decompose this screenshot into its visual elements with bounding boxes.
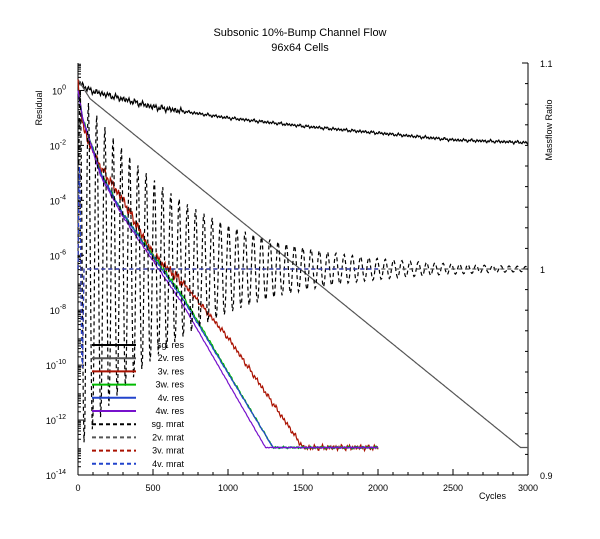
legend-label: 4v. mrat — [152, 459, 184, 469]
y2-axis-title: Massflow Ratio — [544, 99, 554, 160]
legend-label: 2v. res — [158, 353, 185, 363]
series-line-2v-res — [77, 79, 528, 449]
x-tick-label: 1000 — [218, 483, 238, 493]
y-tick-label: 100 — [52, 84, 66, 96]
x-tick-label: 2500 — [443, 483, 463, 493]
y-tick-label: 10-4 — [50, 194, 66, 206]
y-tick-label: 10-2 — [50, 139, 66, 151]
y-axis-title: Residual — [34, 90, 44, 125]
x-tick-label: 500 — [145, 483, 160, 493]
y-tick-label: 10-12 — [46, 414, 66, 426]
legend-label: 3v. mrat — [152, 446, 184, 456]
legend-label: 4v. res — [158, 393, 185, 403]
x-axis-title: Cycles — [479, 491, 507, 501]
legend-label: 3v. res — [158, 366, 185, 376]
plot-area: 0 500 1000 1500 2000 2500 3000 10-14 10-12 10-10 1… — [46, 59, 553, 493]
legend-label: 3w. res — [155, 380, 184, 390]
legend-label: 2v. mrat — [152, 432, 184, 442]
chart-title: Subsonic 10%-Bump Channel Flow — [213, 27, 386, 39]
legend-label: sg. res — [157, 340, 185, 350]
y2-tick-label: 1.1 — [540, 59, 553, 69]
x-tick-label: 1500 — [293, 483, 313, 493]
y-tick-label: 10-10 — [46, 359, 66, 371]
y-tick-label: 10-6 — [50, 249, 66, 261]
x-tick-label: 3000 — [518, 483, 538, 493]
y2-tick-label: 1 — [540, 265, 545, 275]
legend-label: sg. mrat — [151, 419, 184, 429]
series-line-sg-mrat — [77, 89, 529, 443]
series-line-sg-res — [77, 80, 529, 146]
legend-label: 4w. res — [155, 406, 184, 416]
y-tick-label: 10-8 — [50, 304, 66, 316]
y-tick-label: 10-14 — [46, 469, 66, 481]
x-tick-label: 0 — [75, 483, 80, 493]
y2-tick-label: 0.9 — [540, 471, 553, 481]
series-line-4v-mrat — [77, 166, 378, 368]
x-tick-label: 2000 — [368, 483, 388, 493]
chart-subtitle: 96x64 Cells — [271, 42, 329, 54]
series-line-3v-res — [77, 79, 379, 453]
